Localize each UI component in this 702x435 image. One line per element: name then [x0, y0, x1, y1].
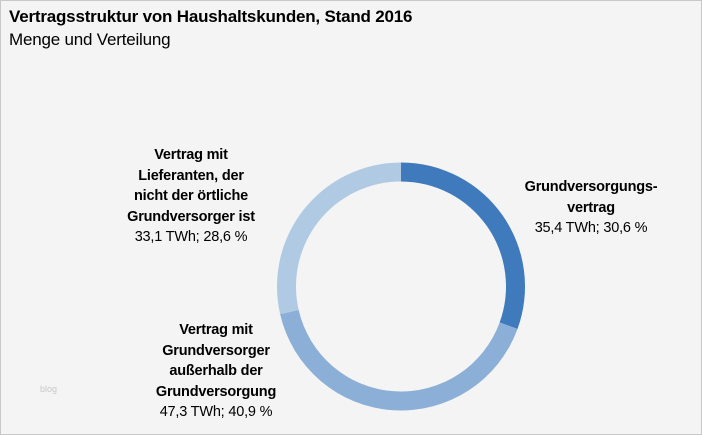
label-grundversorger-ausserhalb: Vertrag mit Grundversorger außerhalb der… — [96, 320, 336, 423]
label-grundversorgungsvertrag: Grundversorgungs- vertrag 35,4 TWh; 30,6… — [471, 177, 701, 239]
donut-slice-2 — [277, 162, 401, 315]
chart-subtitle: Menge und Verteilung — [9, 30, 171, 49]
label-value: 47,3 TWh; 40,9 % — [159, 404, 273, 420]
label-line: außerhalb der — [169, 363, 263, 379]
label-line: Vertrag mit — [179, 322, 253, 338]
chart-title: Vertragsstruktur von Haushaltskunden, St… — [9, 7, 413, 26]
label-line: Lieferanten, der — [138, 167, 244, 184]
label-lieferant: Vertrag mit Lieferanten, der nicht der ö… — [71, 145, 311, 248]
watermark: blog — [40, 384, 58, 394]
label-line: Vertrag mit — [154, 147, 228, 163]
label-line: vertrag — [567, 199, 615, 216]
label-value: 35,4 TWh; 30,6 % — [534, 220, 648, 236]
label-line: Grundversorgung — [155, 383, 277, 400]
label-value: 33,1 TWh; 28,6 % — [134, 229, 248, 245]
label-line: Grundversorgungs- — [524, 179, 658, 195]
label-line: Grundversorger — [162, 342, 270, 359]
label-line: nicht der örtliche — [133, 188, 249, 204]
label-line: Grundversorger ist — [127, 208, 255, 225]
donut-slice-0 — [401, 162, 525, 330]
donut-slice-1 — [280, 309, 518, 411]
